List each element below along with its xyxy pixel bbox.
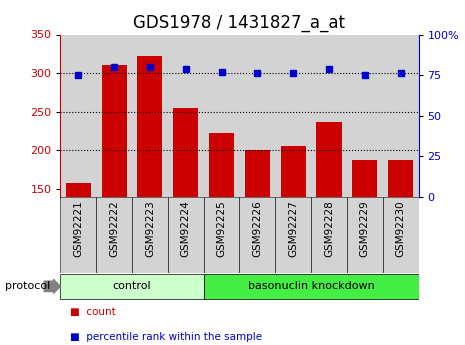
Text: GSM92225: GSM92225 — [217, 200, 226, 257]
Bar — [96, 197, 132, 273]
Text: GSM92224: GSM92224 — [181, 200, 191, 257]
Bar — [239, 34, 275, 197]
Text: ■  percentile rank within the sample: ■ percentile rank within the sample — [70, 332, 262, 342]
Text: GSM92221: GSM92221 — [73, 200, 83, 257]
Bar — [347, 34, 383, 197]
Title: GDS1978 / 1431827_a_at: GDS1978 / 1431827_a_at — [133, 14, 345, 32]
Bar — [204, 197, 239, 273]
Bar — [239, 197, 275, 273]
Bar — [275, 197, 311, 273]
Bar — [102, 66, 126, 305]
Text: GSM92228: GSM92228 — [324, 200, 334, 257]
Bar — [132, 34, 168, 197]
Bar — [352, 160, 377, 305]
Bar — [317, 122, 341, 305]
Bar — [311, 197, 347, 273]
Bar — [204, 34, 239, 197]
Text: GSM92226: GSM92226 — [252, 200, 262, 257]
Bar — [383, 34, 418, 197]
Text: basonuclin knockdown: basonuclin knockdown — [248, 281, 374, 291]
Text: GSM92227: GSM92227 — [288, 200, 298, 257]
Bar — [311, 34, 347, 197]
Bar — [281, 147, 306, 305]
Bar — [132, 197, 168, 273]
Bar — [204, 274, 418, 299]
Text: ■  count: ■ count — [70, 307, 115, 317]
Text: GSM92229: GSM92229 — [360, 200, 370, 257]
Text: control: control — [113, 281, 152, 291]
Bar — [347, 197, 383, 273]
Bar — [245, 149, 270, 305]
Bar — [60, 197, 96, 273]
Text: GSM92230: GSM92230 — [396, 200, 405, 257]
Text: GSM92223: GSM92223 — [145, 200, 155, 257]
Bar — [60, 274, 204, 299]
Bar — [209, 132, 234, 305]
Bar — [168, 34, 204, 197]
Bar — [383, 197, 418, 273]
Text: GSM92222: GSM92222 — [109, 200, 119, 257]
Bar — [388, 160, 413, 305]
Bar — [138, 56, 162, 305]
Text: protocol: protocol — [5, 282, 50, 291]
Bar — [173, 108, 198, 305]
Bar — [66, 183, 91, 305]
Bar — [96, 34, 132, 197]
Bar — [275, 34, 311, 197]
Bar — [168, 197, 204, 273]
Bar — [60, 34, 96, 197]
